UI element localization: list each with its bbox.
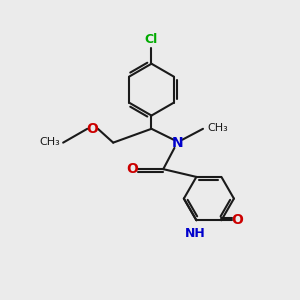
- Text: CH₃: CH₃: [39, 137, 60, 147]
- Text: NH: NH: [184, 227, 205, 240]
- Text: CH₃: CH₃: [207, 123, 228, 133]
- Text: O: O: [126, 162, 138, 176]
- Text: O: O: [87, 122, 98, 136]
- Text: N: N: [172, 136, 184, 150]
- Text: O: O: [232, 213, 244, 227]
- Text: Cl: Cl: [145, 33, 158, 46]
